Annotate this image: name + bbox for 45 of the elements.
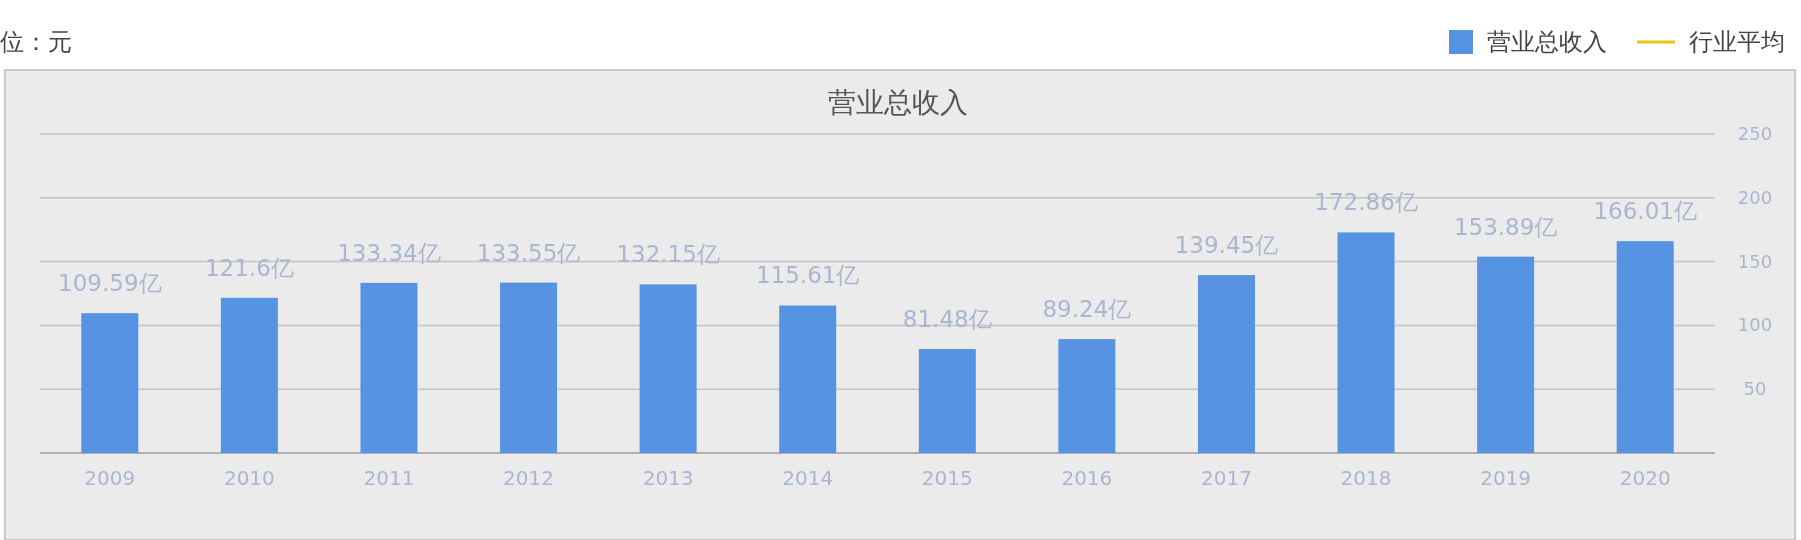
y-tick-label: 250 — [1737, 123, 1773, 144]
data-label: 166.01亿 — [1593, 198, 1697, 225]
x-tick-label: 2010 — [223, 466, 275, 490]
y-tick-label: 200 — [1737, 186, 1773, 208]
x-tick-label: 2016 — [1061, 466, 1113, 490]
bar — [360, 282, 418, 453]
x-tick-label: 2015 — [921, 466, 973, 490]
data-label: 89.24亿 — [1042, 296, 1132, 323]
x-tick-label: 2019 — [1480, 466, 1532, 490]
data-label: 115.61亿 — [755, 262, 860, 289]
bar — [500, 282, 558, 453]
data-label: 81.48亿 — [902, 306, 992, 333]
bar — [779, 305, 837, 453]
x-tick-label: 2020 — [1619, 466, 1671, 490]
bar — [81, 313, 139, 453]
y-tick-label: 100 — [1737, 314, 1773, 336]
bar — [1337, 232, 1395, 453]
data-label: 109.59亿 — [58, 270, 162, 297]
y-tick-label: 150 — [1737, 250, 1773, 272]
data-label: 172.86亿 — [1314, 189, 1418, 216]
y-tick-label: 50 — [1743, 378, 1767, 400]
bar — [918, 349, 976, 453]
data-label: 133.34亿 — [337, 239, 441, 266]
bar — [1058, 339, 1116, 453]
x-tick-label: 2012 — [503, 466, 554, 490]
data-label: 133.55亿 — [476, 239, 581, 266]
x-tick-label: 2009 — [84, 466, 136, 490]
x-tick-label: 2018 — [1340, 466, 1392, 490]
legend-label: 行业平均 — [1689, 28, 1785, 56]
bar — [220, 297, 278, 453]
bar — [1197, 275, 1255, 453]
x-tick-label: 2013 — [642, 466, 694, 490]
legend-label: 营业总收入 — [1487, 28, 1607, 56]
data-label: 121.6亿 — [204, 254, 294, 281]
bar — [1477, 256, 1535, 453]
x-tick-label: 2017 — [1201, 466, 1252, 490]
data-label: 139.45亿 — [1174, 232, 1279, 259]
bar — [639, 284, 697, 453]
bar — [1616, 241, 1674, 453]
x-tick-label: 2014 — [782, 466, 834, 490]
x-tick-label: 2011 — [363, 466, 415, 490]
text: 位：元 — [0, 28, 72, 56]
data-label: 132.15亿 — [616, 241, 720, 268]
data-label: 153.89亿 — [1453, 213, 1558, 240]
chart-title: 营业总收入 — [827, 86, 968, 119]
